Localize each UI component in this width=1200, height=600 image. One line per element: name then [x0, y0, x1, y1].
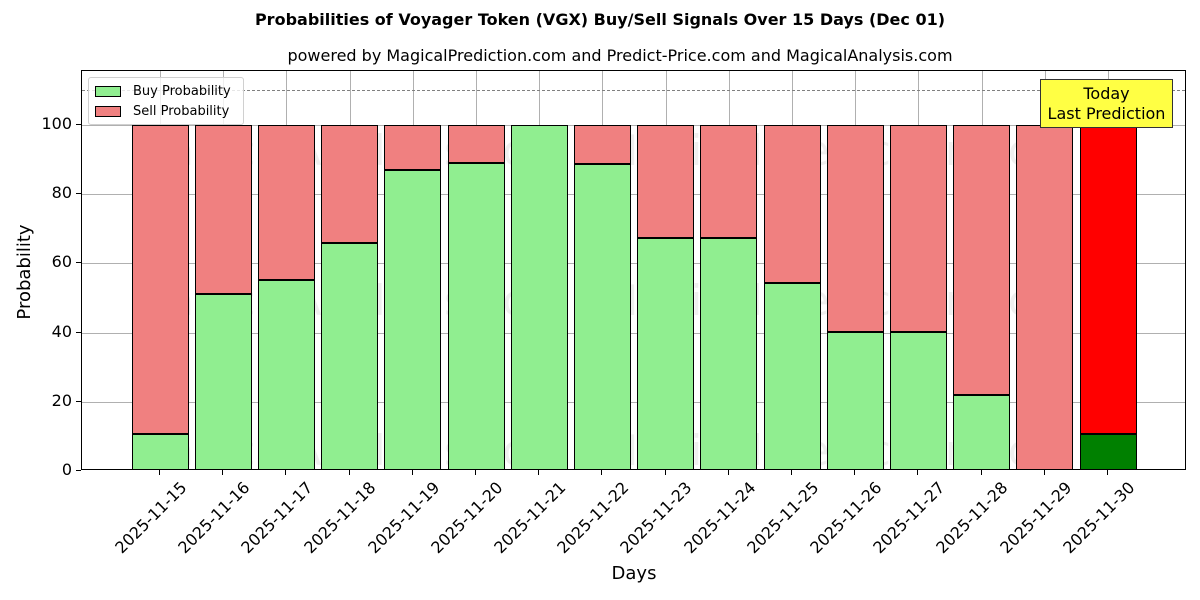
- plot-area: MagicalAnalysis.comMagicalPrediction.com…: [81, 70, 1186, 470]
- bar-sell: [321, 125, 379, 243]
- y-tick-label: 60: [51, 252, 72, 272]
- chart-subtitle: powered by MagicalPrediction.com and Pre…: [287, 46, 953, 65]
- legend-item-buy: Buy Probability: [95, 83, 231, 99]
- x-tick-mark: [159, 470, 160, 475]
- y-tick-mark: [76, 193, 81, 195]
- bar-buy: [953, 395, 1011, 469]
- bar-buy: [321, 242, 379, 469]
- today-annotation-line2: Last Prediction: [1047, 104, 1166, 123]
- chart-title: Probabilities of Voyager Token (VGX) Buy…: [254, 10, 946, 29]
- gridline-horizontal: [82, 125, 1185, 126]
- today-annotation-line1: Today: [1083, 84, 1130, 103]
- x-tick-mark: [601, 470, 603, 475]
- bar-buy: [257, 279, 315, 469]
- bar-sell: [131, 125, 189, 434]
- bar-buy: [194, 293, 252, 469]
- x-tick-mark: [411, 470, 413, 475]
- legend-label-buy: Buy Probability: [133, 83, 231, 99]
- bar-sell: [889, 125, 947, 332]
- x-tick-mark: [475, 470, 476, 475]
- y-tick-label: 0: [61, 460, 72, 479]
- y-tick-label: 80: [51, 183, 72, 203]
- bar-sell: [1079, 125, 1137, 435]
- y-tick-label: 100: [41, 114, 72, 133]
- x-tick-mark: [791, 470, 792, 475]
- x-tick-mark: [917, 470, 919, 475]
- bar-sell: [384, 125, 442, 170]
- x-tick-mark: [222, 470, 224, 475]
- x-tick-mark: [854, 470, 856, 475]
- gridline-horizontal: [82, 263, 1185, 265]
- bar-sell: [700, 125, 758, 239]
- y-tick-mark: [76, 331, 81, 333]
- x-tick-mark: [980, 470, 982, 475]
- y-tick-mark: [76, 124, 81, 125]
- bar-buy: [384, 169, 442, 469]
- x-axis-label: Days: [611, 563, 657, 584]
- bar-sell: [257, 125, 315, 280]
- bar-buy: [889, 331, 947, 469]
- y-axis-label: Probability: [14, 224, 35, 320]
- today-annotation: Today Last Prediction: [1040, 79, 1173, 128]
- gridline-horizontal: [82, 194, 1185, 196]
- y-tick-label: 20: [51, 390, 72, 410]
- x-tick-mark: [285, 470, 287, 475]
- legend-swatch-buy: [95, 85, 121, 97]
- bar-buy: [700, 238, 758, 469]
- bar-sell: [1016, 125, 1074, 469]
- x-tick-mark: [538, 470, 540, 475]
- bar-sell: [826, 125, 884, 332]
- bar-buy: [1079, 434, 1137, 469]
- bar-sell: [763, 125, 821, 284]
- bar-sell: [573, 125, 631, 165]
- gridline-horizontal: [82, 401, 1185, 403]
- x-tick-mark: [727, 470, 729, 475]
- bar-buy: [826, 331, 884, 469]
- bar-sell: [447, 125, 505, 163]
- x-tick-mark: [1043, 470, 1045, 475]
- y-tick-mark: [76, 262, 81, 264]
- reference-line: [82, 90, 1185, 92]
- y-tick-label: 40: [51, 321, 72, 341]
- y-tick-mark: [76, 470, 81, 471]
- x-tick-mark: [664, 470, 666, 475]
- gridline-horizontal: [82, 332, 1185, 334]
- legend: Buy Probability Sell Probability: [88, 77, 244, 125]
- legend-swatch-sell: [95, 105, 121, 117]
- legend-label-sell: Sell Probability: [133, 103, 230, 119]
- bar-buy: [131, 433, 189, 469]
- x-tick-mark: [1107, 470, 1108, 475]
- y-tick-mark: [76, 400, 81, 402]
- bar-buy: [447, 162, 505, 469]
- bar-sell: [637, 125, 695, 239]
- bar-buy: [763, 283, 821, 469]
- legend-item-sell: Sell Probability: [95, 103, 229, 119]
- bar-buy: [637, 238, 695, 469]
- bar-sell: [953, 125, 1011, 396]
- bar-buy: [573, 164, 631, 469]
- x-tick-mark: [348, 470, 350, 475]
- bar-sell: [194, 125, 252, 294]
- bar-buy: [510, 125, 568, 469]
